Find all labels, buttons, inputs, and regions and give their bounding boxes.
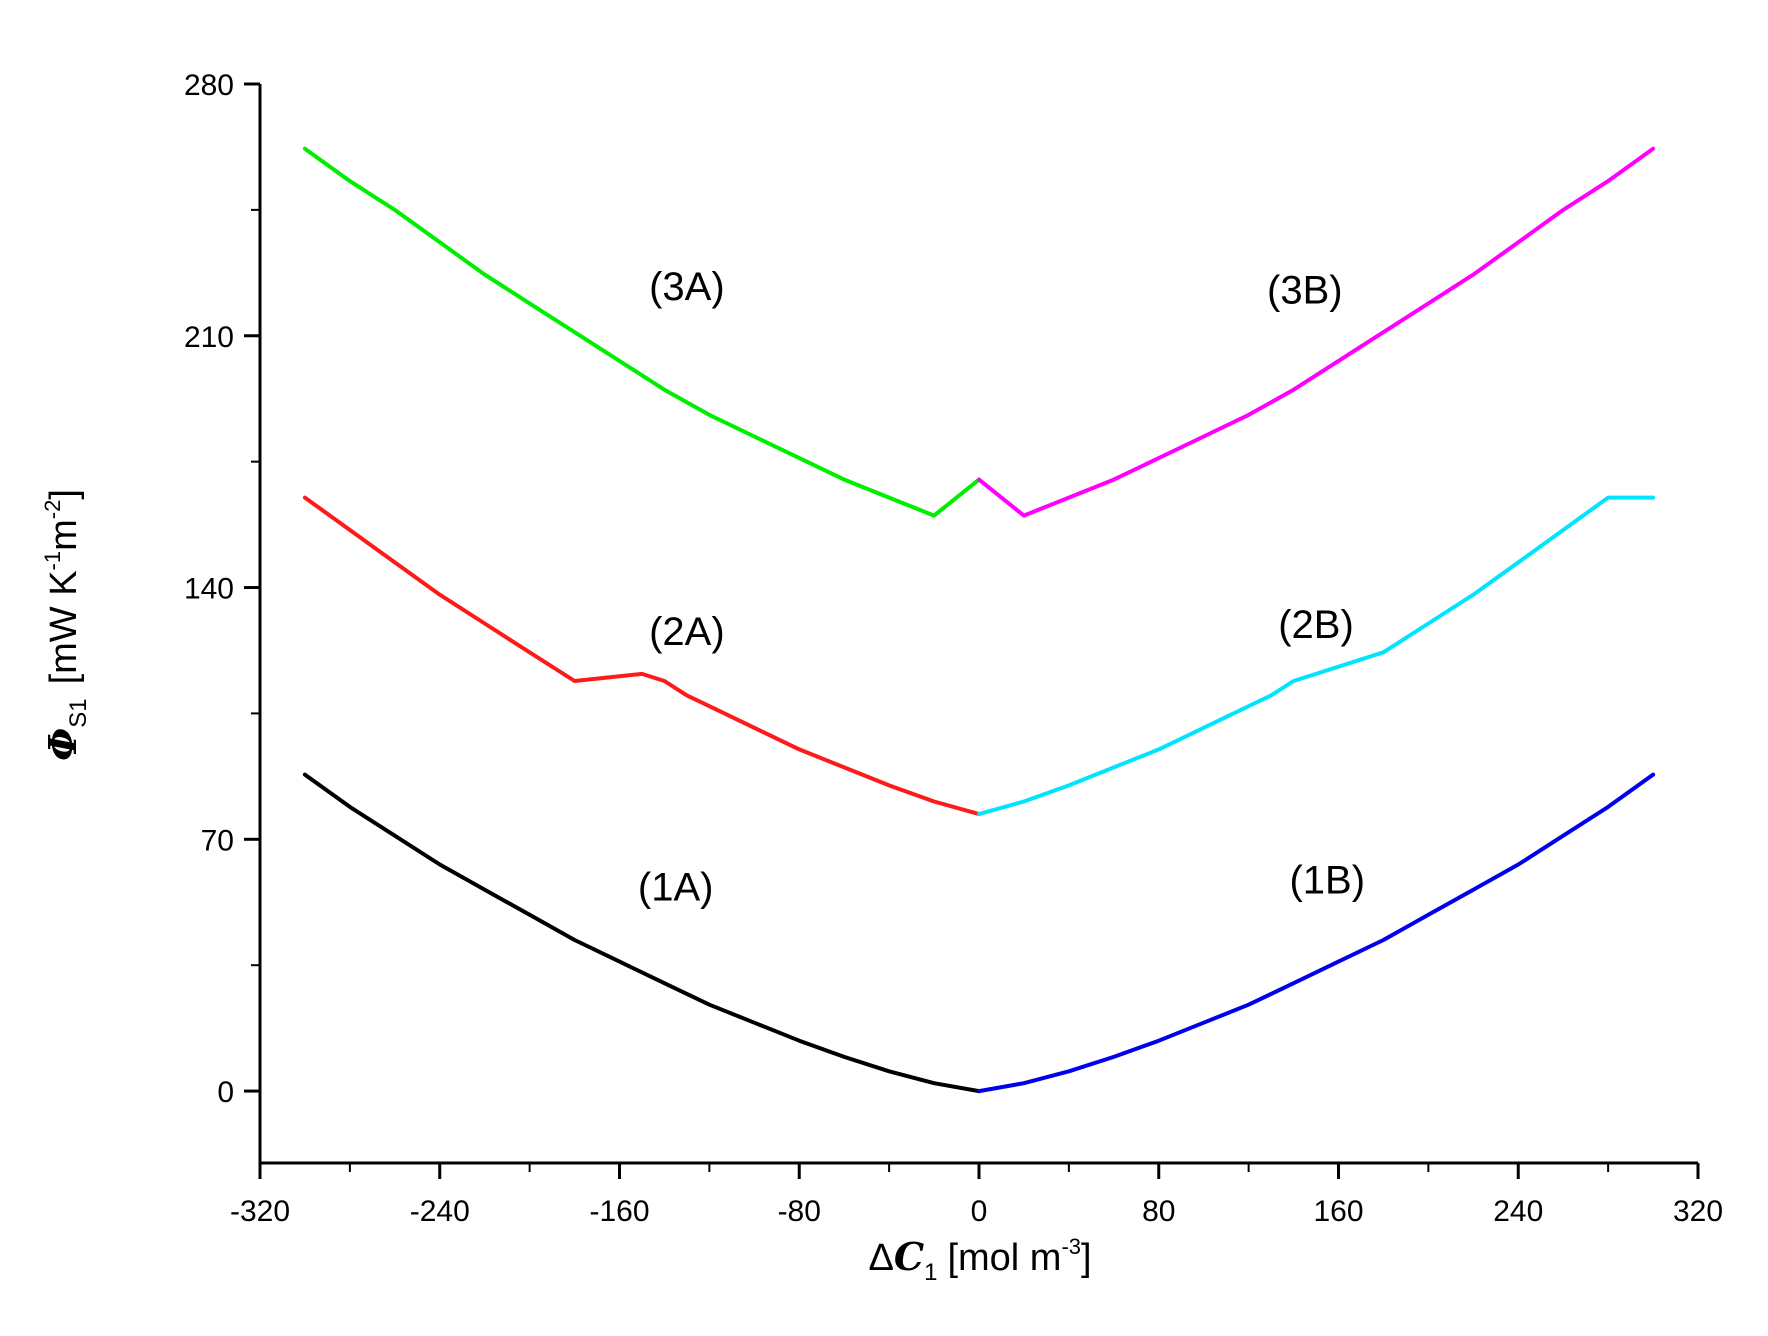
x-tick-label: 240	[1493, 1195, 1543, 1228]
y-tick-label: 70	[201, 824, 234, 857]
series-label-2b: (2B)	[1278, 603, 1354, 647]
y-axis-title-unit-close: ]	[43, 489, 85, 500]
y-tick-label: 210	[184, 321, 234, 354]
series-label-1b: (1B)	[1289, 858, 1365, 902]
y-axis-title-unit-mid: m	[43, 519, 85, 551]
x-tick-label: -80	[778, 1195, 821, 1228]
series-label-2a: (2A)	[649, 610, 725, 654]
series-line-3b	[977, 146, 1656, 518]
series-line-2b	[977, 495, 1656, 817]
y-axis-title-sub: S1	[65, 698, 92, 727]
y-tick-label: 0	[217, 1076, 234, 1109]
y-axis-title-unit: [mW K	[43, 570, 85, 684]
axes	[258, 84, 1698, 1165]
series-line-1a	[302, 772, 981, 1094]
series-label-1a: (1A)	[638, 865, 714, 909]
x-axis-title: ΔC1 [mol m-3]	[868, 1234, 1091, 1286]
x-axis-title-symbol: C	[894, 1234, 924, 1279]
curves	[302, 146, 1656, 1094]
x-axis-title-unit-sup: -3	[1061, 1234, 1081, 1259]
x-axis-title-delta: Δ	[868, 1237, 893, 1279]
y-axis-title-unit-sup2: -2	[40, 500, 65, 520]
x-tick-label: 0	[971, 1195, 988, 1228]
y-tick-label: 280	[184, 69, 234, 102]
series-line-3a	[302, 146, 981, 518]
ticks: -320 -240 -160 -80 0 80 160 240 320 0 70 140 210 280	[184, 69, 1723, 1228]
y-tick-label: 140	[184, 573, 234, 606]
x-tick-label: 160	[1313, 1195, 1363, 1228]
x-axis-title-sub: 1	[924, 1259, 937, 1286]
x-tick-label: 80	[1142, 1195, 1175, 1228]
y-axis-title-symbol: Φ	[40, 728, 85, 761]
y-axis-title-unit-sup1: -1	[40, 551, 65, 571]
y-axis-title: ΦS1 [mW K-1m-2]	[40, 489, 92, 761]
x-tick-label: -160	[589, 1195, 649, 1228]
series-line-2a	[302, 495, 981, 817]
x-tick-label: 320	[1673, 1195, 1723, 1228]
curve-labels: (1A) (1B) (2A) (2B) (3A) (3B)	[638, 265, 1365, 910]
series-label-3b: (3B)	[1267, 268, 1343, 312]
x-axis-title-unit: [mol m	[947, 1237, 1061, 1279]
x-axis-title-unit-close: ]	[1081, 1237, 1092, 1279]
x-tick-label: -320	[230, 1195, 290, 1228]
x-tick-label: -240	[410, 1195, 470, 1228]
series-line-1b	[977, 772, 1656, 1094]
series-label-3a: (3A)	[649, 265, 725, 309]
